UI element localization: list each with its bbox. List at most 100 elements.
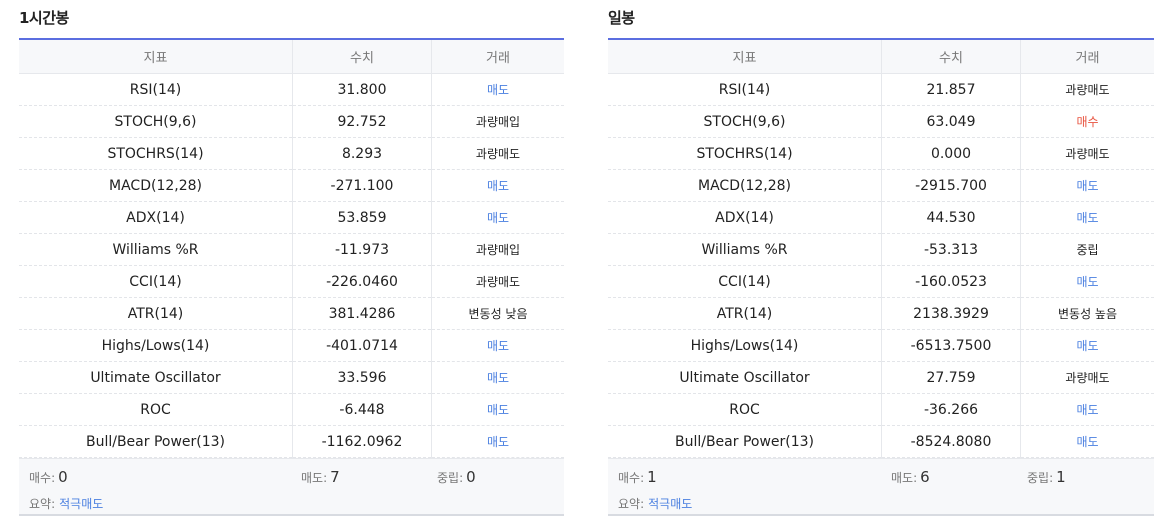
indicator-action-cell: 과량매도: [431, 265, 564, 298]
indicator-value-cell: -401.0714: [292, 329, 432, 362]
indicator-name-cell: ROC: [608, 393, 882, 426]
indicator-name-cell: CCI(14): [608, 265, 882, 298]
indicator-action-cell: 과량매도: [431, 137, 564, 170]
column-header-value: 수치: [292, 40, 432, 74]
indicator-action-cell: 과량매도: [1020, 361, 1154, 394]
indicator-action-cell: 매도: [1020, 169, 1154, 202]
summary-box: 매수: 0 매도: 7 중립: 0 요약: 적극매도: [19, 458, 564, 516]
summary-neutral-count: 0: [466, 468, 476, 486]
indicator-action-cell: 매도: [1020, 201, 1154, 234]
indicator-name-cell: ATR(14): [608, 297, 882, 330]
indicator-value-cell: -2915.700: [881, 169, 1021, 202]
indicator-name-cell: Ultimate Oscillator: [19, 361, 293, 394]
indicator-action-cell: 매도: [1020, 393, 1154, 426]
table-row: Ultimate Oscillator 27.759 과량매도: [608, 361, 1154, 394]
summary-buy-count: 1: [647, 468, 657, 486]
summary-buy-label: 매수:: [618, 471, 645, 485]
indicator-name-cell: CCI(14): [19, 265, 293, 298]
indicator-action-cell: 과량매도: [1020, 137, 1154, 170]
indicator-action-cell: 매도: [431, 201, 564, 234]
indicator-action-cell: 매도: [431, 73, 564, 106]
table-row: STOCH(9,6) 92.752 과량매입: [19, 105, 564, 138]
summary-neutral: 중립: 0: [437, 468, 476, 486]
indicator-value-cell: -226.0460: [292, 265, 432, 298]
table-row: Williams %R -11.973 과량매입: [19, 233, 564, 266]
indicator-name-cell: RSI(14): [608, 73, 882, 106]
summary-verdict-label: 요약:: [618, 497, 645, 511]
indicator-value-cell: 8.293: [292, 137, 432, 170]
indicator-value-cell: 2138.3929: [881, 297, 1021, 330]
table-row: Bull/Bear Power(13) -1162.0962 매도: [19, 425, 564, 458]
column-header-action: 거래: [1020, 40, 1154, 74]
indicator-name-cell: STOCHRS(14): [19, 137, 293, 170]
summary-sell-label: 매도:: [891, 471, 918, 485]
summary-verdict: 요약: 적극매도: [29, 495, 103, 512]
summary-sell-count: 7: [330, 468, 340, 486]
indicator-name-cell: MACD(12,28): [608, 169, 882, 202]
indicator-name-cell: Highs/Lows(14): [608, 329, 882, 362]
summary-neutral-count: 1: [1056, 468, 1066, 486]
table-row: CCI(14) -160.0523 매도: [608, 265, 1154, 298]
indicator-value-cell: 63.049: [881, 105, 1021, 138]
indicator-value-cell: -271.100: [292, 169, 432, 202]
indicator-action-cell: 매도: [431, 361, 564, 394]
table-header-row: 지표 수치 거래: [608, 40, 1154, 74]
summary-sell-label: 매도:: [301, 471, 328, 485]
indicator-name-cell: STOCH(9,6): [608, 105, 882, 138]
indicator-name-cell: Ultimate Oscillator: [608, 361, 882, 394]
table-row: RSI(14) 31.800 매도: [19, 73, 564, 106]
indicator-value-cell: -6513.7500: [881, 329, 1021, 362]
indicator-name-cell: ATR(14): [19, 297, 293, 330]
indicator-rows: RSI(14) 31.800 매도 STOCH(9,6) 92.752 과량매입 STOCH…: [19, 73, 564, 458]
indicator-name-cell: ADX(14): [19, 201, 293, 234]
table-row: ADX(14) 44.530 매도: [608, 201, 1154, 234]
column-header-indicator: 지표: [608, 40, 882, 74]
summary-box: 매수: 1 매도: 6 중립: 1 요약: 적극매도: [608, 458, 1154, 516]
panel-title: 일봉: [608, 0, 1154, 40]
indicator-action-cell: 매도: [431, 425, 564, 458]
indicator-value-cell: -8524.8080: [881, 425, 1021, 458]
indicator-action-cell: 과량매입: [431, 105, 564, 138]
table-row: ROC -36.266 매도: [608, 393, 1154, 426]
indicator-name-cell: STOCH(9,6): [19, 105, 293, 138]
indicator-value-cell: -160.0523: [881, 265, 1021, 298]
indicator-action-cell: 매도: [1020, 425, 1154, 458]
summary-buy: 매수: 1: [618, 468, 657, 486]
indicator-value-cell: 0.000: [881, 137, 1021, 170]
indicator-value-cell: -6.448: [292, 393, 432, 426]
indicator-action-cell: 중립: [1020, 233, 1154, 266]
summary-sell: 매도: 7: [301, 468, 340, 486]
indicator-name-cell: ADX(14): [608, 201, 882, 234]
indicator-name-cell: RSI(14): [19, 73, 293, 106]
indicator-value-cell: 92.752: [292, 105, 432, 138]
table-header-row: 지표 수치 거래: [19, 40, 564, 74]
indicator-name-cell: STOCHRS(14): [608, 137, 882, 170]
indicator-name-cell: Bull/Bear Power(13): [608, 425, 882, 458]
summary-buy-count: 0: [58, 468, 68, 486]
indicator-name-cell: ROC: [19, 393, 293, 426]
table-row: STOCHRS(14) 0.000 과량매도: [608, 137, 1154, 170]
table-row: MACD(12,28) -2915.700 매도: [608, 169, 1154, 202]
table-row: Highs/Lows(14) -6513.7500 매도: [608, 329, 1154, 362]
indicator-action-cell: 매도: [431, 329, 564, 362]
summary-verdict-value: 적극매도: [648, 497, 693, 511]
indicator-action-cell: 매도: [1020, 329, 1154, 362]
summary-neutral-label: 중립:: [1027, 471, 1054, 485]
table-row: Williams %R -53.313 중립: [608, 233, 1154, 266]
indicator-action-cell: 변동성 낮음: [431, 297, 564, 330]
column-header-action: 거래: [431, 40, 564, 74]
indicator-value-cell: -36.266: [881, 393, 1021, 426]
column-header-value: 수치: [881, 40, 1021, 74]
summary-verdict-label: 요약:: [29, 497, 56, 511]
hourly-panel: 1시간봉 지표 수치 거래 RSI(14) 31.800 매도 STOCH(9,6) 9…: [19, 0, 564, 516]
table-row: CCI(14) -226.0460 과량매도: [19, 265, 564, 298]
summary-buy: 매수: 0: [29, 468, 68, 486]
table-row: ADX(14) 53.859 매도: [19, 201, 564, 234]
table-row: MACD(12,28) -271.100 매도: [19, 169, 564, 202]
summary-neutral-label: 중립:: [437, 471, 464, 485]
indicator-value-cell: -53.313: [881, 233, 1021, 266]
summary-sell-count: 6: [920, 468, 930, 486]
table-row: STOCH(9,6) 63.049 매수: [608, 105, 1154, 138]
column-header-indicator: 지표: [19, 40, 293, 74]
table-row: STOCHRS(14) 8.293 과량매도: [19, 137, 564, 170]
